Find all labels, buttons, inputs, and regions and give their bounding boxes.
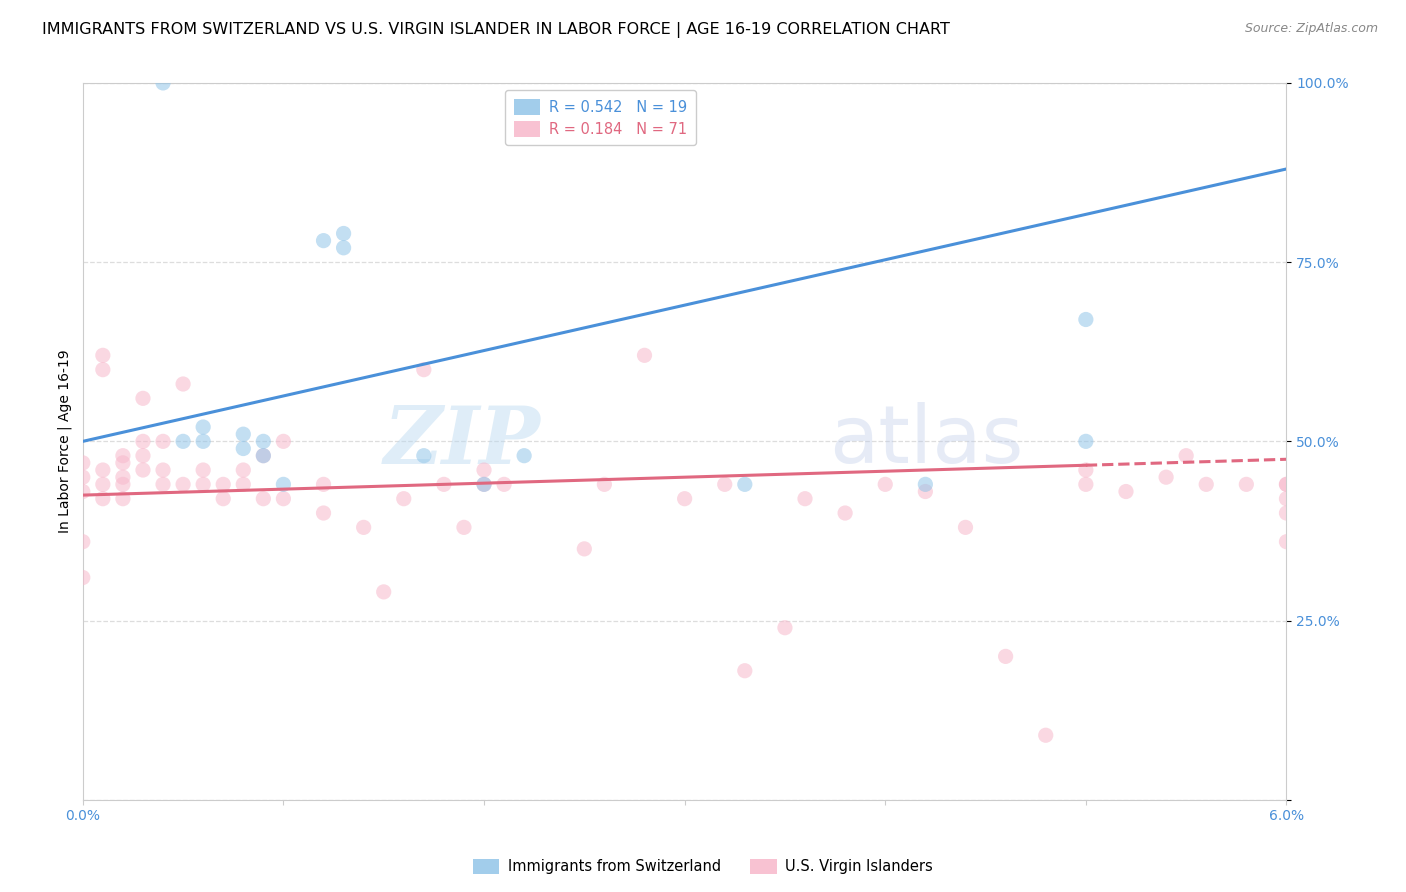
Point <box>1195 477 1218 491</box>
Point <box>713 477 735 491</box>
Point <box>152 477 174 491</box>
Point <box>273 434 295 449</box>
Point <box>132 449 155 463</box>
Point <box>72 470 94 484</box>
Point <box>312 477 335 491</box>
Point <box>1154 470 1177 484</box>
Point <box>513 449 536 463</box>
Point <box>111 477 134 491</box>
Point <box>914 477 936 491</box>
Point <box>91 477 114 491</box>
Point <box>734 477 756 491</box>
Point <box>1275 491 1298 506</box>
Point <box>1275 477 1298 491</box>
Point <box>453 520 475 534</box>
Point <box>574 541 596 556</box>
Point <box>72 534 94 549</box>
Point <box>472 463 495 477</box>
Point <box>1234 477 1257 491</box>
Point <box>1115 484 1137 499</box>
Point <box>172 477 194 491</box>
Y-axis label: In Labor Force | Age 16-19: In Labor Force | Age 16-19 <box>58 350 72 533</box>
Point <box>472 477 495 491</box>
Point <box>252 434 274 449</box>
Point <box>1035 728 1057 742</box>
Point <box>1074 477 1097 491</box>
Point <box>353 520 375 534</box>
Point <box>232 463 254 477</box>
Text: Source: ZipAtlas.com: Source: ZipAtlas.com <box>1244 22 1378 36</box>
Point <box>172 434 194 449</box>
Point <box>392 491 415 506</box>
Point <box>111 491 134 506</box>
Point <box>172 376 194 391</box>
Point <box>955 520 977 534</box>
Point <box>111 456 134 470</box>
Point <box>1275 534 1298 549</box>
Point <box>152 463 174 477</box>
Point <box>332 241 354 255</box>
Point <box>773 621 796 635</box>
Point <box>212 491 235 506</box>
Point <box>1175 449 1198 463</box>
Point <box>252 491 274 506</box>
Point <box>91 362 114 376</box>
Point <box>373 585 395 599</box>
Point <box>191 477 214 491</box>
Point <box>91 491 114 506</box>
Point <box>72 456 94 470</box>
Point <box>633 348 655 362</box>
Point <box>1074 434 1097 449</box>
Point <box>472 477 495 491</box>
Point <box>673 491 696 506</box>
Point <box>252 449 274 463</box>
Legend: R = 0.542   N = 19, R = 0.184   N = 71: R = 0.542 N = 19, R = 0.184 N = 71 <box>505 90 696 145</box>
Point <box>312 234 335 248</box>
Point <box>494 477 516 491</box>
Point <box>212 477 235 491</box>
Point <box>994 649 1017 664</box>
Point <box>191 434 214 449</box>
Text: atlas: atlas <box>830 402 1024 481</box>
Text: ZIP: ZIP <box>384 402 540 480</box>
Point <box>593 477 616 491</box>
Point <box>191 420 214 434</box>
Point <box>875 477 897 491</box>
Legend: Immigrants from Switzerland, U.S. Virgin Islanders: Immigrants from Switzerland, U.S. Virgin… <box>467 853 939 880</box>
Text: IMMIGRANTS FROM SWITZERLAND VS U.S. VIRGIN ISLANDER IN LABOR FORCE | AGE 16-19 C: IMMIGRANTS FROM SWITZERLAND VS U.S. VIRG… <box>42 22 950 38</box>
Point <box>111 470 134 484</box>
Point <box>152 76 174 90</box>
Point <box>132 392 155 406</box>
Point <box>232 442 254 456</box>
Point <box>111 449 134 463</box>
Point <box>252 449 274 463</box>
Point <box>152 434 174 449</box>
Point <box>1275 506 1298 520</box>
Point <box>1074 312 1097 326</box>
Point <box>91 463 114 477</box>
Point <box>433 477 456 491</box>
Point <box>232 477 254 491</box>
Point <box>72 484 94 499</box>
Point <box>72 570 94 584</box>
Point <box>794 491 817 506</box>
Point <box>332 227 354 241</box>
Point <box>273 477 295 491</box>
Point <box>412 449 434 463</box>
Point <box>232 427 254 442</box>
Point <box>734 664 756 678</box>
Point <box>914 484 936 499</box>
Point <box>834 506 856 520</box>
Point <box>1275 477 1298 491</box>
Point <box>312 506 335 520</box>
Point <box>91 348 114 362</box>
Point <box>191 463 214 477</box>
Point <box>132 463 155 477</box>
Point <box>1074 463 1097 477</box>
Point <box>273 491 295 506</box>
Point <box>132 434 155 449</box>
Point <box>412 362 434 376</box>
